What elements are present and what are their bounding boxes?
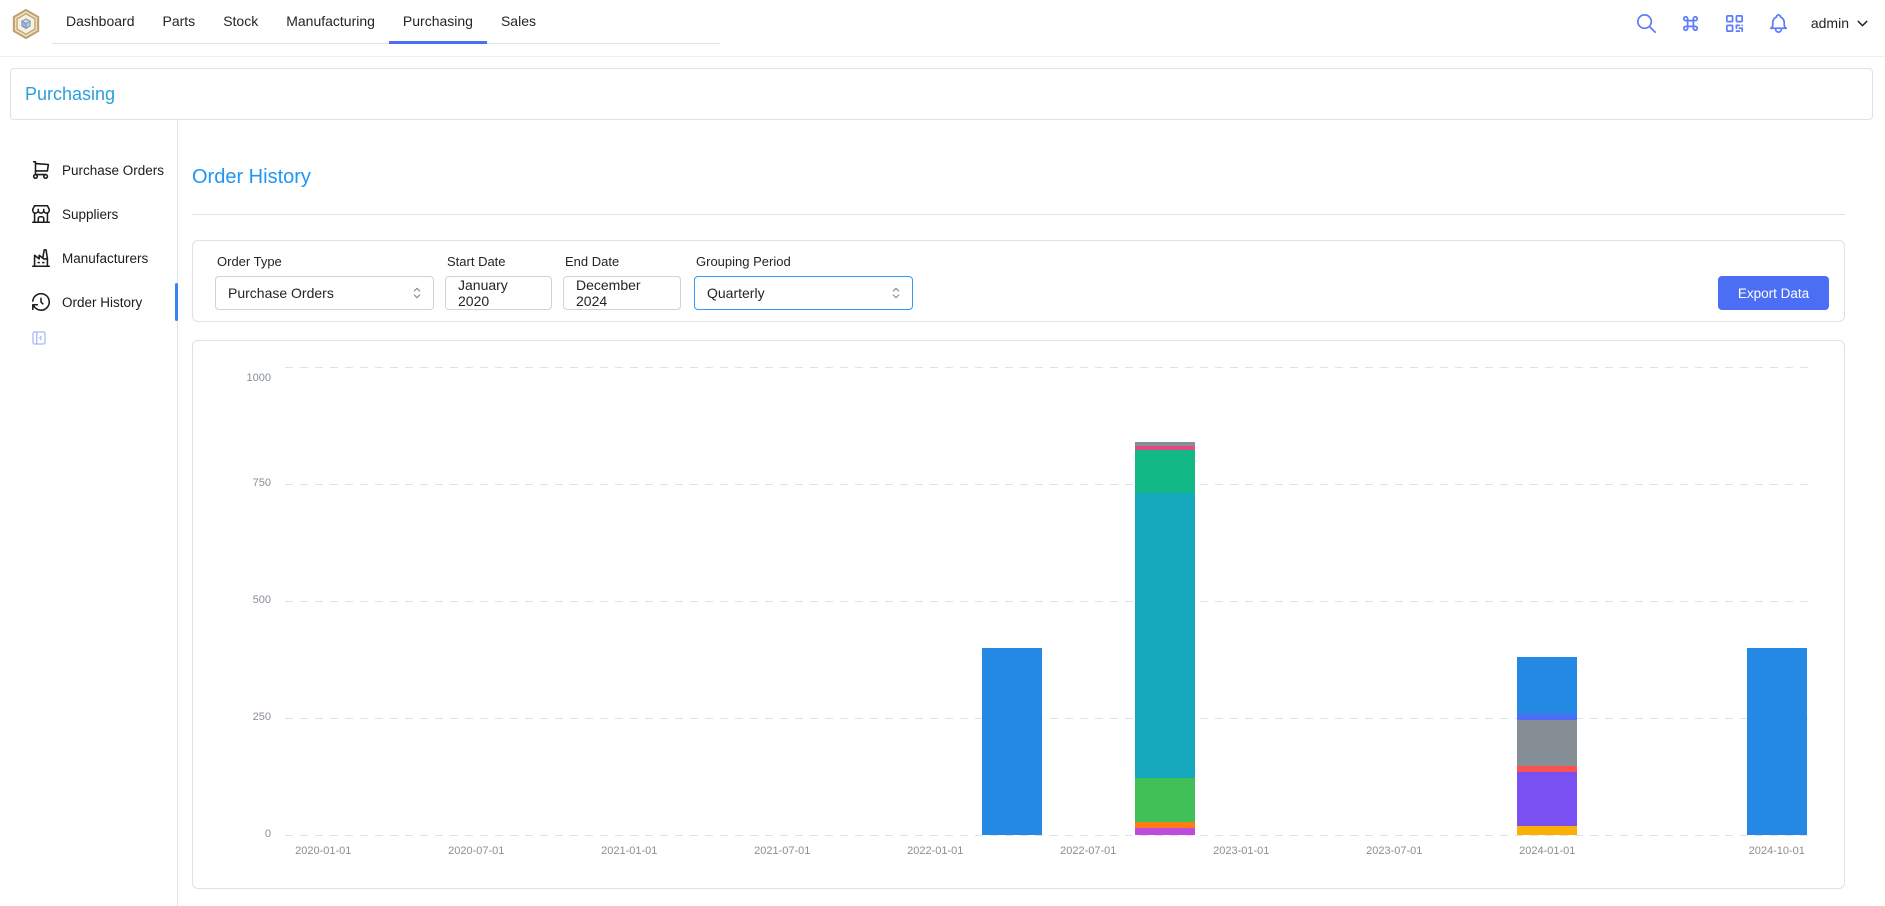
history-icon	[30, 291, 52, 313]
inventree-logo[interactable]	[10, 8, 42, 40]
sidebar-item-suppliers[interactable]: Suppliers	[0, 192, 177, 236]
x-axis-tick-label: 2023-07-01	[1334, 845, 1454, 857]
sidebar-item-label: Purchase Orders	[62, 163, 164, 178]
building-factory-icon	[30, 247, 52, 269]
chart-gridline	[285, 367, 1815, 368]
x-axis-tick-label: 2021-07-01	[722, 845, 842, 857]
grouping-period-label: Grouping Period	[696, 254, 791, 269]
tab-stock[interactable]: Stock	[209, 0, 272, 43]
x-axis-tick-label: 2024-01-01	[1487, 845, 1607, 857]
user-menu[interactable]: admin	[1811, 15, 1871, 32]
y-axis-tick-label: 0	[209, 828, 271, 840]
bar-segment-blue[interactable]	[982, 648, 1042, 835]
app-header: Dashboard Parts Stock Manufacturing Purc…	[0, 0, 1885, 57]
chart-gridline	[285, 484, 1815, 485]
sidebar-item-label: Order History	[62, 295, 142, 310]
x-axis-tick-label: 2022-01-01	[875, 845, 995, 857]
chart-card: 0 250 500 750 1000 2020-01-01 2020-07-01 2021-0…	[192, 340, 1845, 889]
end-date-label: End Date	[565, 254, 619, 269]
chart-gridline	[285, 835, 1815, 836]
grouping-period-select[interactable]: Quarterly	[694, 276, 913, 310]
x-axis-tick-label: 2022-07-01	[1028, 845, 1148, 857]
sidebar: Purchase Orders Suppliers Manufacturers …	[0, 120, 178, 906]
bar-segment-yellow[interactable]	[1517, 826, 1577, 835]
bar-segment-gray[interactable]	[1517, 720, 1577, 766]
sidebar-item-label: Suppliers	[62, 207, 118, 222]
bar-segment-blue[interactable]	[1747, 648, 1807, 835]
tab-dashboard[interactable]: Dashboard	[52, 0, 149, 43]
tab-manufacturing[interactable]: Manufacturing	[272, 0, 389, 43]
main-content: Order History Order Type Purchase Orders…	[178, 120, 1885, 906]
header-actions: admin	[1635, 0, 1871, 46]
order-history-chart: 025050075010002020-01-012020-07-012021-0…	[285, 367, 1815, 835]
bar-segment-green[interactable]	[1135, 778, 1195, 822]
selector-icon	[409, 285, 425, 301]
page-title: Order History	[192, 166, 311, 189]
bar-segment-violet[interactable]	[1517, 772, 1577, 826]
chart-bar[interactable]	[1747, 648, 1807, 835]
breadcrumb-link-purchasing[interactable]: Purchasing	[25, 84, 115, 105]
breadcrumb: Purchasing	[10, 68, 1873, 120]
tab-purchasing[interactable]: Purchasing	[389, 0, 487, 43]
sidebar-item-purchase-orders[interactable]: Purchase Orders	[0, 148, 177, 192]
x-axis-tick-label: 2023-01-01	[1181, 845, 1301, 857]
chevron-down-icon	[1854, 15, 1871, 32]
order-type-label: Order Type	[217, 254, 282, 269]
chart-gridline	[285, 718, 1815, 719]
export-data-button[interactable]: Export Data	[1718, 276, 1829, 310]
bar-segment-blue[interactable]	[1517, 657, 1577, 714]
username-label: admin	[1811, 15, 1849, 31]
barcode-scan-icon[interactable]	[1723, 12, 1746, 35]
y-axis-tick-label: 250	[209, 711, 271, 723]
order-type-select[interactable]: Purchase Orders	[215, 276, 434, 310]
notifications-bell-icon[interactable]	[1767, 12, 1790, 35]
y-axis-tick-label: 1000	[209, 372, 271, 384]
grouping-period-value: Quarterly	[707, 285, 765, 301]
x-axis-tick-label: 2021-01-01	[569, 845, 689, 857]
filter-panel: Order Type Purchase Orders Start Date Ja…	[192, 240, 1845, 322]
chart-bar[interactable]	[1135, 442, 1195, 835]
main-nav: Dashboard Parts Stock Manufacturing Purc…	[52, 0, 720, 44]
start-date-input[interactable]: January 2020	[445, 276, 552, 310]
search-icon[interactable]	[1635, 12, 1658, 35]
bar-segment-teal[interactable]	[1135, 450, 1195, 493]
tab-sales[interactable]: Sales	[487, 0, 550, 43]
sidebar-item-manufacturers[interactable]: Manufacturers	[0, 236, 177, 280]
sidebar-item-label: Manufacturers	[62, 251, 148, 266]
x-axis-tick-label: 2024-10-01	[1717, 845, 1837, 857]
x-axis-tick-label: 2020-07-01	[416, 845, 536, 857]
shopping-cart-icon	[30, 159, 52, 181]
chart-bar[interactable]	[982, 648, 1042, 835]
building-store-icon	[30, 203, 52, 225]
section-divider	[192, 214, 1845, 215]
sidebar-collapse-icon[interactable]	[30, 329, 48, 347]
chart-bar[interactable]	[1517, 657, 1577, 835]
start-date-label: Start Date	[447, 254, 506, 269]
end-date-input[interactable]: December 2024	[563, 276, 681, 310]
spotlight-command-icon[interactable]	[1679, 12, 1702, 35]
y-axis-tick-label: 500	[209, 594, 271, 606]
end-date-value: December 2024	[576, 277, 668, 309]
bar-segment-cyan[interactable]	[1135, 493, 1195, 778]
chart-gridline	[285, 601, 1815, 602]
bar-segment-grape[interactable]	[1135, 828, 1195, 835]
x-axis-tick-label: 2020-01-01	[263, 845, 383, 857]
tab-parts[interactable]: Parts	[149, 0, 210, 43]
y-axis-tick-label: 750	[209, 477, 271, 489]
order-type-value: Purchase Orders	[228, 285, 334, 301]
selector-icon	[888, 285, 904, 301]
sidebar-item-order-history[interactable]: Order History	[0, 280, 177, 324]
start-date-value: January 2020	[458, 277, 539, 309]
